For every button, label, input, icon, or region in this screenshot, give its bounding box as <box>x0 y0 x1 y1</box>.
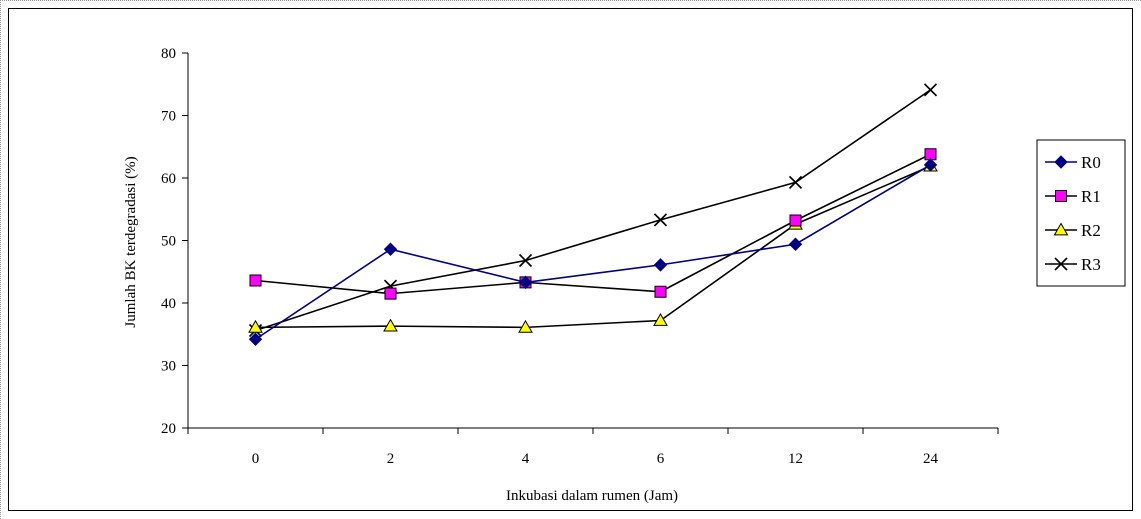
legend-label: R3 <box>1081 255 1101 274</box>
series-r3 <box>248 83 938 338</box>
y-tick-label: 40 <box>161 296 176 312</box>
data-point-r3 <box>923 83 938 97</box>
x-tick-label: 12 <box>788 451 803 467</box>
legend: R0 R1 R2 R3 <box>1036 139 1126 287</box>
y-axis-label: Jumlah BK terdegradasi (%) <box>123 156 139 327</box>
data-point-r0 <box>923 158 938 172</box>
marker-stroke <box>1054 257 1068 271</box>
legend-item-r2: R2 <box>1045 221 1101 240</box>
data-point-r0 <box>518 275 533 290</box>
data-point-r3 <box>518 253 533 268</box>
axes <box>182 52 999 434</box>
data-point-r1 <box>654 285 667 298</box>
legend-marker <box>1055 190 1067 202</box>
marker-stroke <box>788 175 803 189</box>
y-tick-label: 30 <box>161 359 176 375</box>
data-point-r1 <box>924 148 937 161</box>
data-point-r3 <box>788 175 803 189</box>
series-line-r1 <box>255 153 931 295</box>
legend-marker <box>1054 155 1068 169</box>
x-tick-label: 2 <box>387 451 395 467</box>
legend-label: R2 <box>1081 221 1101 240</box>
data-point-r0 <box>248 332 263 346</box>
legend-label: R0 <box>1081 153 1101 172</box>
legend-marker <box>1053 222 1069 236</box>
y-tick-label: 60 <box>161 171 176 187</box>
data-point-r2 <box>383 318 398 332</box>
legend-label: R1 <box>1081 187 1101 206</box>
legend-item-r0: R0 <box>1045 153 1101 172</box>
legend-item-r3: R3 <box>1045 255 1101 274</box>
data-point-r1 <box>249 274 262 287</box>
y-tick-label: 50 <box>161 234 176 250</box>
marker-stroke <box>518 253 533 268</box>
data-point-r3 <box>653 213 668 227</box>
data-point-r0 <box>788 237 803 251</box>
data-point-r0 <box>383 242 398 256</box>
data-point-r2 <box>518 319 533 333</box>
x-tick-label: 4 <box>522 451 530 467</box>
data-point-r1 <box>384 287 397 300</box>
series-line-r0 <box>255 164 931 340</box>
legend-marker <box>1054 257 1068 271</box>
data-point-r2 <box>248 319 263 333</box>
series-layer <box>248 83 938 346</box>
legend-box <box>1036 139 1126 287</box>
x-tick-label: 24 <box>923 451 939 467</box>
chart-frame <box>8 8 1133 511</box>
x-axis-label: Inkubasi dalam rumen (Jam) <box>506 488 678 504</box>
y-tick-label: 70 <box>161 109 176 125</box>
y-tick-label: 80 <box>161 46 176 62</box>
series-r1 <box>249 148 937 300</box>
marker-stroke <box>923 83 938 97</box>
data-point-r0 <box>653 258 668 272</box>
data-point-r1 <box>789 214 802 227</box>
marker-stroke <box>653 213 668 227</box>
x-tick-label: 0 <box>252 451 260 467</box>
series-line-r2 <box>255 165 931 329</box>
x-tick-label: 6 <box>657 451 665 467</box>
series-line-r3 <box>255 89 931 332</box>
series-r2 <box>248 158 938 333</box>
legend-item-r1: R1 <box>1045 187 1101 206</box>
data-point-r2 <box>653 312 668 326</box>
series-r0 <box>248 158 938 346</box>
y-tick-label: 20 <box>161 421 176 437</box>
